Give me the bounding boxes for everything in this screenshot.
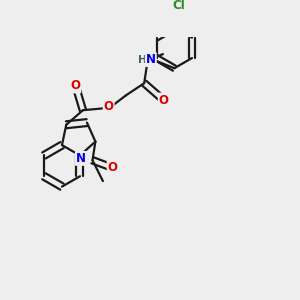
Text: Cl: Cl (172, 0, 185, 12)
Text: N: N (146, 53, 156, 66)
Text: O: O (70, 80, 80, 92)
Text: O: O (104, 100, 114, 113)
Text: O: O (108, 161, 118, 175)
Text: N: N (76, 152, 86, 165)
Text: O: O (159, 94, 169, 106)
Text: H: H (138, 55, 146, 65)
